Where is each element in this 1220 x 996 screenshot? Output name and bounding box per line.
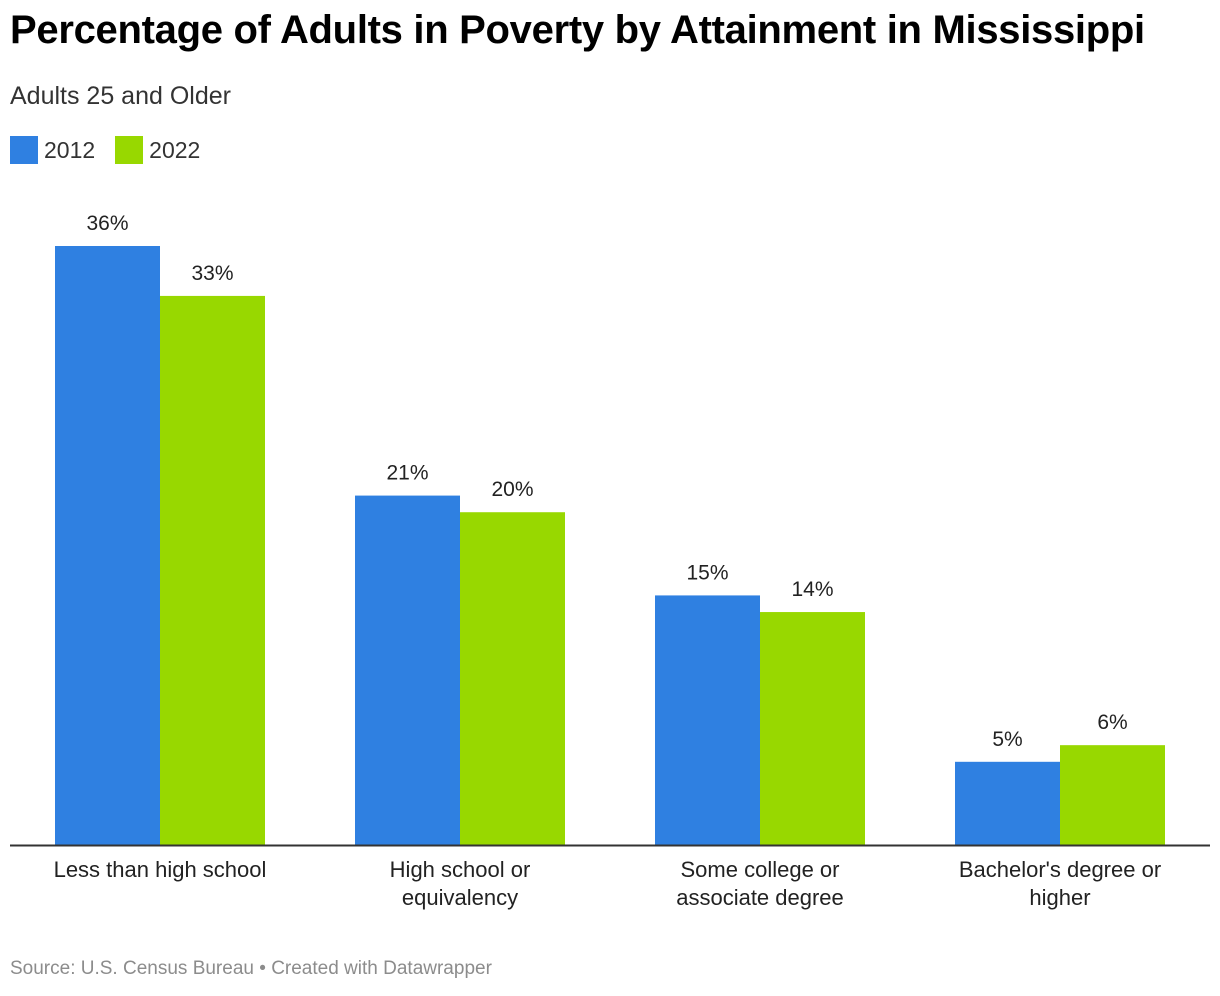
- category-label-3: Bachelor's degree or higher: [959, 857, 1161, 910]
- bar-2022-2: [760, 612, 865, 845]
- data-label-2022-2: 14%: [791, 578, 833, 601]
- credit-note: Created with Datawrapper: [271, 958, 492, 979]
- source-note: Source: U.S. Census Bureau: [10, 958, 254, 979]
- category-label-1: High school or equivalency: [390, 857, 531, 910]
- bar-2012-0: [55, 246, 160, 845]
- legend-item-2022: 2022: [115, 136, 200, 164]
- legend-label-2012: 2012: [44, 136, 96, 163]
- data-label-2012-0: 36%: [86, 212, 128, 235]
- data-label-2022-1: 20%: [491, 478, 533, 501]
- legend-item-2012: 2012: [10, 136, 95, 164]
- bar-2022-0: [160, 295, 265, 846]
- bar-2012-1: [355, 495, 460, 845]
- category-label-2: Some college or associate degree: [676, 857, 844, 910]
- data-label-2022-0: 33%: [191, 262, 233, 285]
- data-label-2022-3: 6%: [1097, 711, 1127, 734]
- legend-swatch-2012: [10, 136, 38, 164]
- chart-subtitle: Adults 25 and Older: [10, 82, 231, 110]
- legend-label-2022: 2022: [149, 136, 201, 163]
- bar-2022-1: [460, 512, 565, 845]
- bar-2012-2: [655, 595, 760, 845]
- footer-separator: •: [259, 958, 266, 979]
- bar-chart: 36% 33% Less than high school 21% 20% High sc…: [10, 212, 1210, 910]
- data-label-2012-1: 21%: [386, 462, 428, 485]
- data-label-2012-3: 5%: [992, 728, 1022, 751]
- category-label-0: Less than high school: [54, 857, 267, 882]
- legend: 2012 2022: [10, 136, 220, 164]
- chart-title: Percentage of Adults in Poverty by Attai…: [10, 8, 1145, 52]
- footer: Source: U.S. Census Bureau • Created wit…: [10, 958, 492, 980]
- bar-2022-3: [1060, 745, 1165, 845]
- legend-swatch-2022: [115, 136, 144, 164]
- bar-2012-3: [955, 761, 1060, 845]
- data-label-2012-2: 15%: [686, 561, 728, 584]
